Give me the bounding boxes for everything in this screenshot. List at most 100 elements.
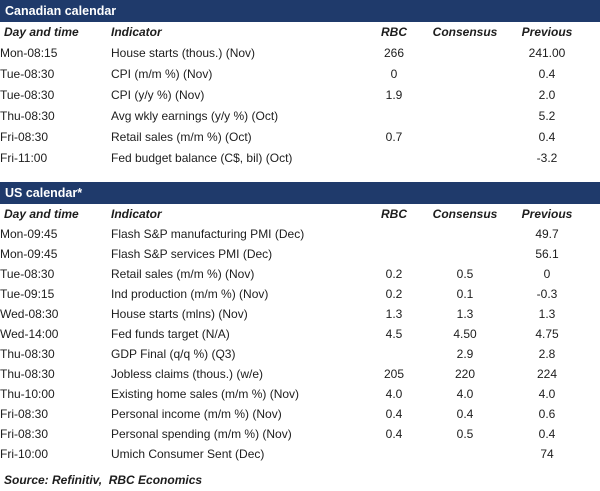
cell-indicator: House starts (thous.) (Nov) — [111, 45, 256, 60]
cell-consensus — [426, 63, 504, 84]
cell-previous: 0.4 — [538, 129, 556, 144]
cell-rbc: 0.4 — [385, 427, 403, 441]
canadian-section-header: Canadian calendar — [0, 0, 600, 22]
cell-previous: 56.1 — [535, 247, 559, 261]
column-header-row: Day and time Indicator RBC Consensus Pre… — [0, 22, 590, 42]
table-row: Wed-14:00 Fed funds target (N/A) 4.5 4.5… — [0, 324, 590, 344]
canadian-calendar-section: Canadian calendar Day and time Indicator… — [0, 0, 600, 168]
cell-day-time: Mon-08:15 — [0, 45, 58, 60]
table-row: Tue-08:30 Retail sales (m/m %) (Nov) 0.2… — [0, 264, 590, 284]
cell-rbc: 0.4 — [385, 407, 403, 421]
cell-consensus: 0.5 — [456, 267, 474, 281]
cell-consensus — [426, 42, 504, 63]
cell-rbc: 0 — [390, 66, 398, 81]
cell-indicator: Avg wkly earnings (y/y %) (Oct) — [111, 108, 279, 123]
cell-indicator: Existing home sales (m/m %) (Nov) — [111, 387, 300, 401]
cell-indicator: Personal income (m/m %) (Nov) — [111, 407, 282, 421]
cell-rbc: 0.7 — [385, 129, 403, 144]
cell-rbc: 266 — [383, 45, 405, 60]
col-header-consensus: Consensus — [432, 207, 498, 221]
cell-previous: 0.4 — [538, 66, 556, 81]
us-calendar-section: US calendar* Day and time Indicator RBC … — [0, 182, 600, 464]
table-row: Thu-08:30 GDP Final (q/q %) (Q3) 2.9 2.8 — [0, 344, 590, 364]
source-note: Source: Refinitiv, RBC Economics — [4, 473, 203, 487]
cell-consensus: 220 — [454, 367, 476, 381]
cell-consensus: 0.5 — [456, 427, 474, 441]
cell-rbc: 4.5 — [385, 327, 403, 341]
cell-rbc — [362, 344, 426, 364]
col-header-rbc: RBC — [381, 25, 407, 39]
table-row: Mon-08:15 House starts (thous.) (Nov) 26… — [0, 42, 590, 63]
table-row: Thu-10:00 Existing home sales (m/m %) (N… — [0, 384, 590, 404]
cell-rbc: 0.2 — [385, 287, 403, 301]
cell-indicator: CPI (y/y %) (Nov) — [111, 87, 205, 102]
cell-day-time: Mon-09:45 — [0, 227, 58, 241]
us-section-header: US calendar* — [0, 182, 600, 204]
cell-previous: 2.0 — [538, 87, 556, 102]
cell-previous: 49.7 — [535, 227, 559, 241]
cell-consensus — [426, 147, 504, 168]
col-header-previous: Previous — [521, 25, 573, 39]
canadian-table-wrap: Day and time Indicator RBC Consensus Pre… — [0, 22, 600, 168]
canadian-section-title: Canadian calendar — [5, 4, 117, 18]
cell-day-time: Tue-08:30 — [0, 267, 55, 281]
col-header-day-time: Day and time — [4, 207, 79, 221]
cell-rbc: 1.9 — [385, 87, 403, 102]
cell-consensus — [426, 244, 504, 264]
table-row: Fri-08:30 Retail sales (m/m %) (Oct) 0.7… — [0, 126, 590, 147]
cell-indicator: Flash S&P manufacturing PMI (Dec) — [111, 227, 305, 241]
cell-previous: -3.2 — [536, 150, 558, 165]
cell-previous: -0.3 — [536, 287, 558, 301]
cell-consensus: 0.4 — [456, 407, 474, 421]
cell-day-time: Thu-08:30 — [0, 108, 55, 123]
cell-day-time: Tue-08:30 — [0, 87, 55, 102]
cell-rbc: 205 — [383, 367, 405, 381]
cell-indicator: Umich Consumer Sent (Dec) — [111, 447, 265, 461]
cell-indicator: Retail sales (m/m %) (Oct) — [111, 129, 252, 144]
table-row: Fri-08:30 Personal spending (m/m %) (Nov… — [0, 424, 590, 444]
cell-day-time: Thu-08:30 — [0, 367, 55, 381]
cell-consensus: 2.9 — [456, 347, 474, 361]
cell-previous: 0.4 — [538, 427, 556, 441]
cell-day-time: Tue-09:15 — [0, 287, 55, 301]
table-row: Fri-11:00 Fed budget balance (C$, bil) (… — [0, 147, 590, 168]
cell-day-time: Fri-10:00 — [0, 447, 49, 461]
table-row: Fri-08:30 Personal income (m/m %) (Nov) … — [0, 404, 590, 424]
cell-rbc — [362, 105, 426, 126]
cell-previous: 0.6 — [538, 407, 556, 421]
table-row: Wed-08:30 House starts (mlns) (Nov) 1.3 … — [0, 304, 590, 324]
canadian-calendar-table: Day and time Indicator RBC Consensus Pre… — [0, 22, 590, 168]
table-row: Fri-10:00 Umich Consumer Sent (Dec) 74 — [0, 444, 590, 464]
col-header-consensus: Consensus — [432, 25, 498, 39]
cell-consensus — [426, 84, 504, 105]
cell-consensus: 1.3 — [456, 307, 474, 321]
cell-previous: 0 — [543, 267, 551, 281]
cell-consensus: 0.1 — [456, 287, 474, 301]
cell-consensus — [426, 224, 504, 244]
cell-day-time: Thu-10:00 — [0, 387, 55, 401]
cell-day-time: Fri-08:30 — [0, 427, 49, 441]
cell-rbc: 0.2 — [385, 267, 403, 281]
cell-rbc: 4.0 — [385, 387, 403, 401]
table-row: Tue-08:30 CPI (m/m %) (Nov) 0 0.4 — [0, 63, 590, 84]
cell-day-time: Fri-08:30 — [0, 407, 49, 421]
col-header-rbc: RBC — [381, 207, 407, 221]
cell-indicator: Personal spending (m/m %) (Nov) — [111, 427, 292, 441]
cell-previous: 74 — [540, 447, 554, 461]
cell-consensus — [426, 105, 504, 126]
col-header-indicator: Indicator — [111, 25, 162, 39]
cell-rbc: 1.3 — [385, 307, 403, 321]
cell-previous: 1.3 — [538, 307, 556, 321]
cell-indicator: Fed funds target (N/A) — [111, 327, 230, 341]
cell-day-time: Wed-08:30 — [0, 307, 59, 321]
cell-consensus — [426, 444, 504, 464]
cell-previous: 4.0 — [538, 387, 556, 401]
cell-day-time: Thu-08:30 — [0, 347, 55, 361]
cell-indicator: Retail sales (m/m %) (Nov) — [111, 267, 255, 281]
cell-previous: 4.75 — [535, 327, 559, 341]
cell-day-time: Fri-08:30 — [0, 129, 49, 144]
cell-indicator: House starts (mlns) (Nov) — [111, 307, 248, 321]
cell-rbc — [362, 444, 426, 464]
cell-previous: 224 — [536, 367, 558, 381]
column-header-row: Day and time Indicator RBC Consensus Pre… — [0, 204, 590, 224]
